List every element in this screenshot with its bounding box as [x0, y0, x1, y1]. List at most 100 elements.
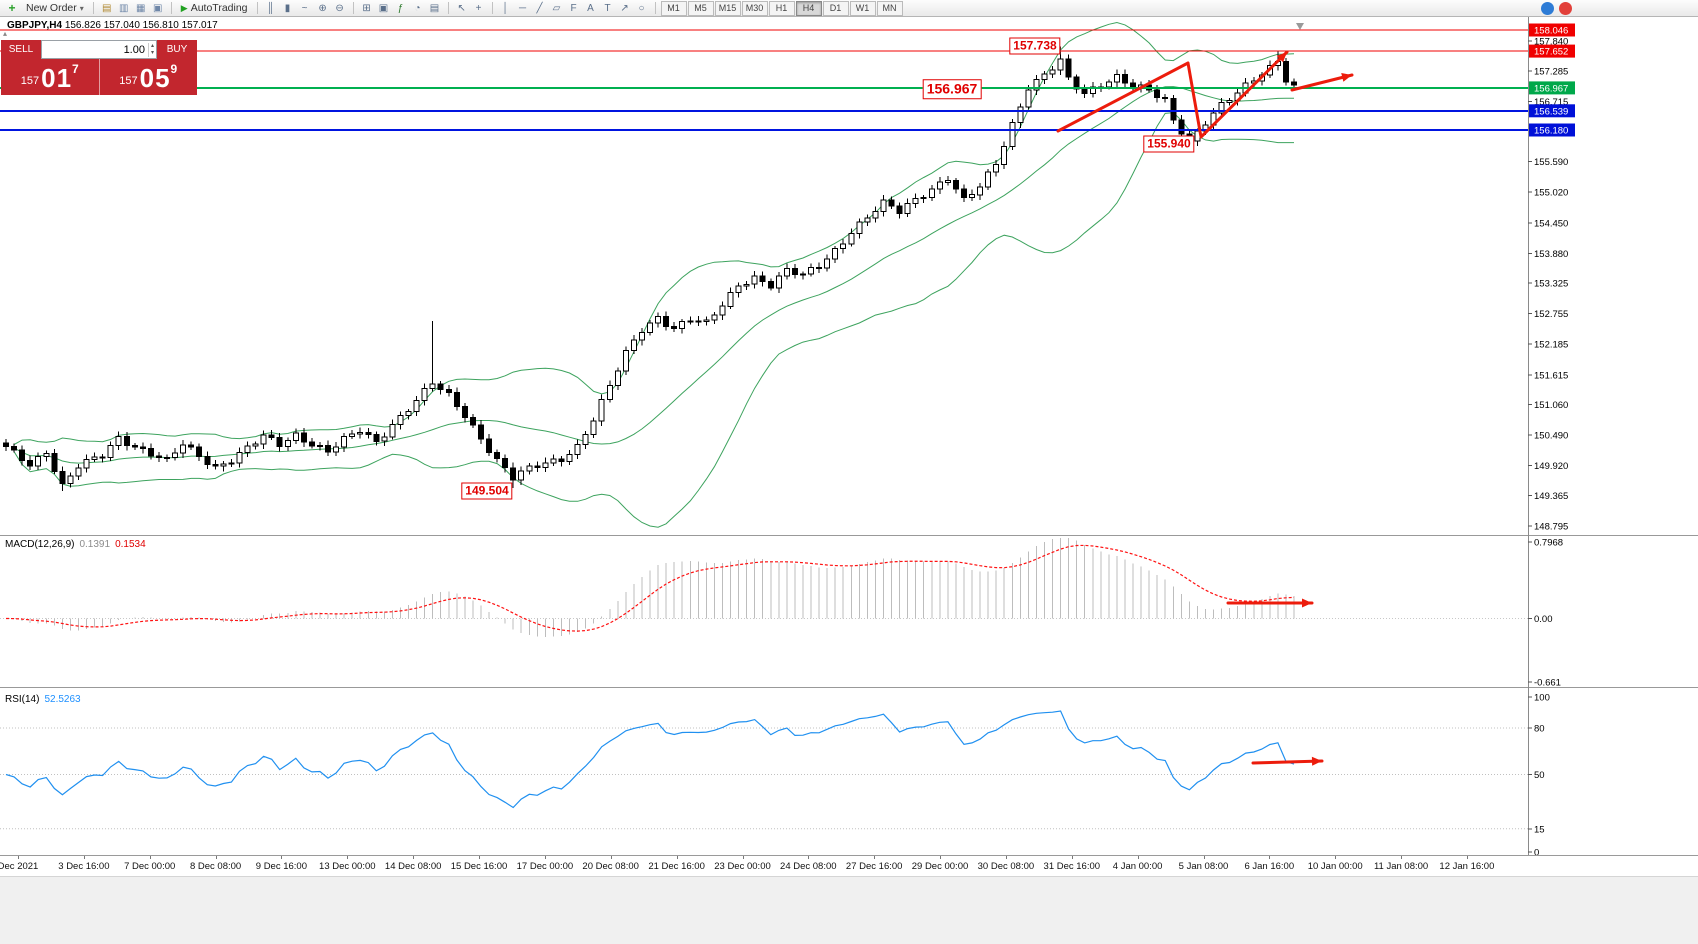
arrow-head: [1341, 73, 1352, 82]
price-tick-label: 149.365: [1534, 491, 1568, 502]
timeframe-m5[interactable]: M5: [687, 0, 714, 16]
zoom-group: ⊕ ⊖: [315, 1, 348, 16]
macd-name: MACD(12,26,9): [5, 539, 75, 550]
stepper-up-icon[interactable]: ▴: [150, 42, 154, 49]
time-label: 13 Dec 00:00: [319, 861, 376, 872]
time-label: 10 Jan 00:00: [1307, 861, 1363, 872]
timeframe-m30[interactable]: M30: [741, 0, 768, 16]
volume-stepper[interactable]: ▴ ▾: [147, 42, 156, 57]
price-marker-box: [1529, 44, 1575, 58]
help-icon[interactable]: [1559, 1, 1572, 15]
rsi-value: 52.5263: [44, 694, 81, 705]
price-annotation[interactable]: 156.967: [922, 79, 982, 99]
shapes-icon[interactable]: ○: [638, 2, 645, 14]
cursor-icon[interactable]: ↖: [457, 2, 466, 14]
time-tick: [676, 856, 678, 859]
one-click-collapse-icon[interactable]: ▴: [3, 29, 8, 38]
templates-icon[interactable]: ▤: [429, 2, 440, 14]
time-label: 7 Dec 00:00: [124, 861, 176, 872]
main-chart-panel[interactable]: 157.840 157.285 156.715 155.590 155.020 154.4…: [0, 17, 1698, 535]
time-label: 29 Dec 00:00: [911, 861, 969, 872]
price-annotation[interactable]: 155.940: [1143, 135, 1195, 153]
sell-button[interactable]: SELL: [1, 40, 41, 59]
timeframe-mn[interactable]: MN: [876, 0, 903, 16]
stepper-down-icon[interactable]: ▾: [150, 49, 154, 56]
timeframe-m1[interactable]: M1: [660, 0, 687, 16]
new-chart-icon[interactable]: +: [8, 1, 16, 15]
auto-arrange-icon[interactable]: ▣: [378, 2, 389, 14]
sell-price[interactable]: 157 01 7: [1, 59, 99, 95]
arrow-head: [1302, 598, 1312, 608]
macd-drawings[interactable]: [1226, 598, 1314, 608]
tile-windows-icon[interactable]: ⊞: [362, 2, 371, 14]
trendline-icon[interactable]: ╱: [536, 2, 543, 14]
volume-input[interactable]: 1.00 ▴ ▾: [41, 40, 157, 59]
vertical-line-icon[interactable]: │: [502, 2, 509, 14]
community-icon[interactable]: [1541, 1, 1554, 15]
timeframe-h4[interactable]: H4: [795, 0, 822, 16]
timeframe-m15[interactable]: M15: [714, 0, 741, 16]
indicators-icon[interactable]: ƒ: [397, 2, 404, 14]
market-watch-icon[interactable]: ▤: [102, 2, 112, 14]
sell-price-prefix: 157: [20, 75, 40, 87]
candlestick-chart-icon[interactable]: ▮: [284, 2, 291, 14]
price-annotation[interactable]: 157.738: [1009, 37, 1061, 55]
line-chart-icon[interactable]: ~: [301, 2, 308, 14]
sell-price-pip: 7: [72, 62, 79, 76]
macd-panel[interactable]: 0.7968 0.00 -0.661: [0, 535, 1698, 687]
crosshair-icon[interactable]: +: [475, 2, 482, 14]
text-icon[interactable]: A: [587, 2, 594, 14]
buy-button[interactable]: BUY: [157, 40, 197, 59]
price-marker-label: 156.539: [1534, 106, 1568, 117]
navigator-icon[interactable]: ▦: [136, 2, 146, 14]
arrows-tool-icon[interactable]: ↗: [620, 2, 629, 14]
bollinger-bands: [13, 21, 1295, 528]
channel-icon[interactable]: ▱: [552, 2, 561, 14]
trend-arrow[interactable]: [1251, 759, 1324, 765]
time-tick: [610, 856, 612, 859]
window-bottom-area: [0, 876, 1698, 944]
rsi-drawings[interactable]: [1251, 756, 1324, 766]
price-marker-label: 157.652: [1534, 47, 1568, 58]
zoom-out-icon[interactable]: ⊖: [335, 2, 344, 14]
timeframe-h1[interactable]: H1: [768, 0, 795, 16]
trend-drawings[interactable]: [1056, 50, 1354, 139]
time-tick: [479, 856, 480, 859]
zoom-in-icon[interactable]: ⊕: [318, 2, 327, 14]
autotrading-button[interactable]: ▶ AutoTrading: [177, 1, 252, 16]
timeframe-w1[interactable]: W1: [849, 0, 876, 16]
new-order-button[interactable]: New Order ▾: [22, 1, 88, 16]
time-tick: [149, 856, 151, 859]
horizontal-line-icon[interactable]: ─: [518, 2, 527, 14]
time-label: 23 Dec 00:00: [714, 861, 771, 872]
label-icon[interactable]: T: [604, 2, 611, 14]
price-annotation[interactable]: 149.504: [461, 482, 513, 500]
period-clock-icon[interactable]: ◔: [414, 2, 421, 14]
time-axis[interactable]: Dec 2021 3 Dec 16:00 7 Dec 00:00 8 Dec 08:0…: [0, 855, 1698, 876]
timeframe-d1[interactable]: D1: [822, 0, 849, 16]
price-marker-box: [1529, 23, 1575, 37]
trend-zigzag[interactable]: [1056, 50, 1289, 139]
trend-arrow[interactable]: [1290, 73, 1354, 92]
bar-chart-icon[interactable]: ║: [266, 2, 275, 14]
horizontal-lines[interactable]: [0, 29, 1528, 131]
buy-price-big: 05: [139, 63, 171, 93]
buy-price[interactable]: 157 05 9: [98, 59, 198, 95]
svg-text:0: 0: [1534, 848, 1539, 856]
svg-text:-0.661: -0.661: [1534, 678, 1561, 688]
chart-shift-marker[interactable]: [1296, 23, 1304, 30]
data-window-icon[interactable]: ▥: [119, 2, 129, 14]
toolbar: + New Order ▾ ▤ ▥ ▦ ▣ ▶ AutoTrading ║ ▮ ~ ⊕ ⊖ …: [0, 0, 1698, 17]
toolbar-separator: [447, 2, 449, 14]
new-order-label: New Order: [26, 2, 77, 14]
macd-label: MACD(12,26,9) 0.1391 0.1534: [5, 539, 146, 550]
fibonacci-icon[interactable]: F: [570, 2, 577, 14]
ohlc-values: 156.826 157.040 156.810 157.017: [64, 20, 218, 31]
terminal-icon[interactable]: ▣: [153, 2, 163, 14]
macd-signal-line: [5, 544, 1295, 632]
rsi-label: RSI(14) 52.5263: [5, 694, 81, 705]
price-tick-label: 153.880: [1534, 249, 1568, 260]
timeframes-group: M1 M5 M15 M30 H1 H4 D1 W1 MN: [660, 0, 903, 16]
toolbar-separator: [92, 2, 94, 14]
rsi-panel[interactable]: 100 80 50 15 0: [0, 687, 1698, 855]
